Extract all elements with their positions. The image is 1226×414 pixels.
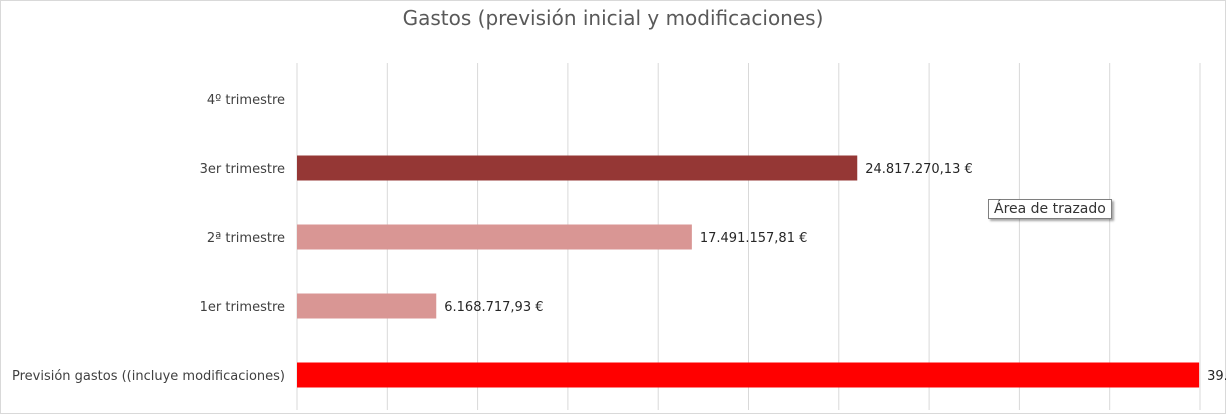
bars — [297, 155, 1200, 388]
category-labels: Previsión gastos ((incluye modificacione… — [12, 93, 285, 384]
category-label: 2ª trimestre — [207, 231, 285, 246]
plot-area-tooltip: Área de trazado — [988, 199, 1112, 219]
chart-title: Gastos (previsión inicial y modificacion… — [402, 6, 824, 30]
bar[interactable] — [297, 224, 692, 250]
category-label: 1er trimestre — [200, 300, 285, 315]
data-label: 39.960.695,28 € — [1207, 369, 1226, 384]
gridlines — [296, 63, 1201, 410]
data-label: 17.491.157,81 € — [700, 231, 808, 246]
category-label: 3er trimestre — [200, 162, 285, 177]
bar[interactable] — [297, 293, 437, 319]
bar[interactable] — [297, 155, 858, 181]
data-label: 6.168.717,93 € — [444, 300, 543, 315]
category-label: Previsión gastos ((incluye modificacione… — [12, 369, 285, 384]
data-labels: 39.960.695,28 € 6.168.717,93 € 17.491.157,… — [444, 162, 1226, 384]
data-label: 24.817.270,13 € — [865, 162, 973, 177]
category-label: 4º trimestre — [207, 93, 285, 108]
bar[interactable] — [297, 362, 1200, 388]
